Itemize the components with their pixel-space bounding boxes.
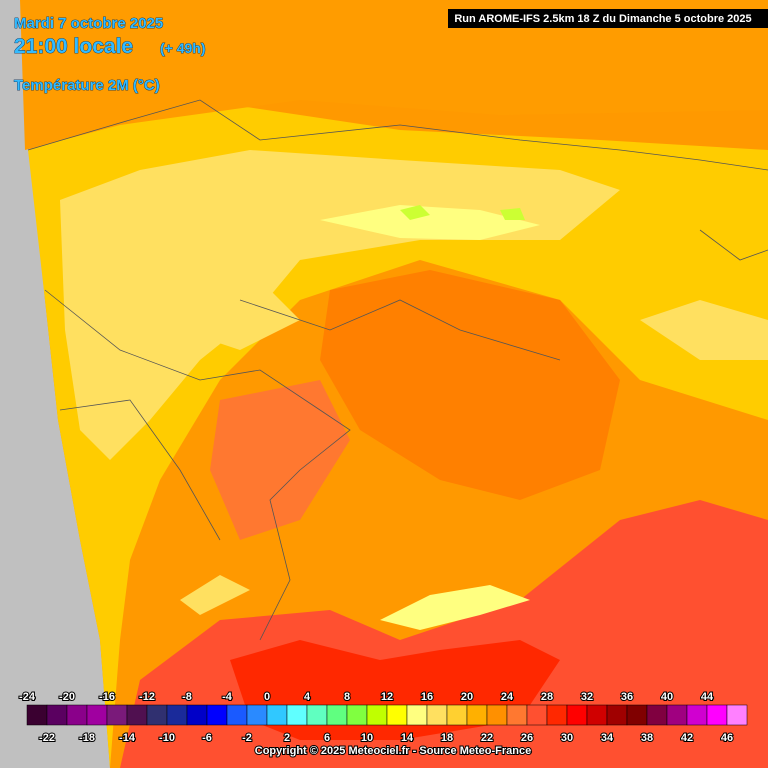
legend-swatch [606,704,628,726]
peaks [400,205,525,220]
run-box [448,9,768,28]
legend-swatch [506,704,528,726]
legend-swatch [106,704,128,726]
legend-label: 2 [284,732,290,744]
legend-label: 10 [361,732,373,744]
legend-label: 4 [304,691,311,703]
legend-label: 24 [501,691,514,703]
legend-swatch [566,704,588,726]
legend-label: 26 [521,732,533,744]
legend-label: -4 [222,691,233,703]
legend-label: 12 [381,691,393,703]
legend-swatch [346,704,368,726]
legend-label: 0 [264,691,270,703]
field: Température 2M (°C) [14,77,160,94]
legend-swatch [426,704,448,726]
legend-label: 28 [541,691,553,703]
legend-label: 8 [344,691,350,703]
run-info: Run AROME-IFS 2.5km 18 Z du Dimanche 5 o… [454,13,751,25]
borders [27,99,768,641]
legend-label: -6 [202,732,212,744]
legend-swatch [126,704,148,726]
sea-north [20,0,768,150]
legend-swatch [526,704,548,726]
legend-label: -18 [79,732,95,744]
legend-swatch [246,704,268,726]
legend-label: 46 [721,732,733,744]
southern-ridge-2 [180,575,250,615]
legend-swatch [326,704,348,726]
legend-swatch [206,704,228,726]
southern-ridge [380,585,530,630]
legend-label: 32 [581,691,593,703]
cool-zone-east [640,300,768,360]
legend-swatch [146,704,168,726]
legend-swatch [186,704,208,726]
warm-zone-2 [210,380,350,540]
legend-swatch [46,704,68,726]
legend-label: -20 [59,691,75,703]
legend-label: 44 [701,691,714,703]
legend-label: -16 [99,691,115,703]
legend-label: 36 [621,691,633,703]
legend-swatch [446,704,468,726]
legend-label: 38 [641,732,653,744]
legend-label: -10 [159,732,175,744]
lead: (+ 49h) [160,40,206,56]
legend-swatch [686,704,708,726]
legend-swatch [26,704,48,726]
legend-label: -22 [39,732,55,744]
legend-swatch [66,704,88,726]
legend-label: 22 [481,732,493,744]
mountains [320,205,540,240]
legend-swatch [386,704,408,726]
legend-swatch [626,704,648,726]
legend-swatch [286,704,308,726]
legend-label: 6 [324,732,330,744]
legend-label: -12 [139,691,155,703]
time: 21:00 locale [14,35,133,58]
copyright: Copyright © 2025 Meteociel.fr - Source M… [255,745,531,757]
legend-swatch [366,704,388,726]
date: Mardi 7 octobre 2025 [14,15,163,32]
legend-swatch [706,704,728,726]
legend-label: -8 [182,691,192,703]
legend-swatch [166,704,188,726]
legend-swatch [546,704,568,726]
legend-swatch [666,704,688,726]
legend-label: -24 [19,691,36,703]
legend-swatch [86,704,108,726]
legend: -24-22-20-18-16-14-12-10-8-6-4-202468101… [18,690,748,745]
legend-label: -2 [242,732,252,744]
cool-zone-2 [200,290,300,350]
legend-swatch [226,704,248,726]
legend-label: 20 [461,691,473,703]
legend-label: 34 [601,732,614,744]
legend-label: 42 [681,732,693,744]
legend-swatch [266,704,288,726]
legend-swatch [306,704,328,726]
ocean [0,0,110,768]
legend-label: 16 [421,691,433,703]
legend-label: 14 [401,732,414,744]
legend-swatch [466,704,488,726]
legend-swatch [586,704,608,726]
legend-swatch [726,704,748,726]
legend-swatch [406,704,428,726]
legend-label: -14 [119,732,136,744]
legend-swatch [486,704,508,726]
legend-label: 18 [441,732,453,744]
legend-label: 30 [561,732,573,744]
warm-zone [320,270,620,500]
legend-label: 40 [661,691,673,703]
legend-swatch [646,704,668,726]
